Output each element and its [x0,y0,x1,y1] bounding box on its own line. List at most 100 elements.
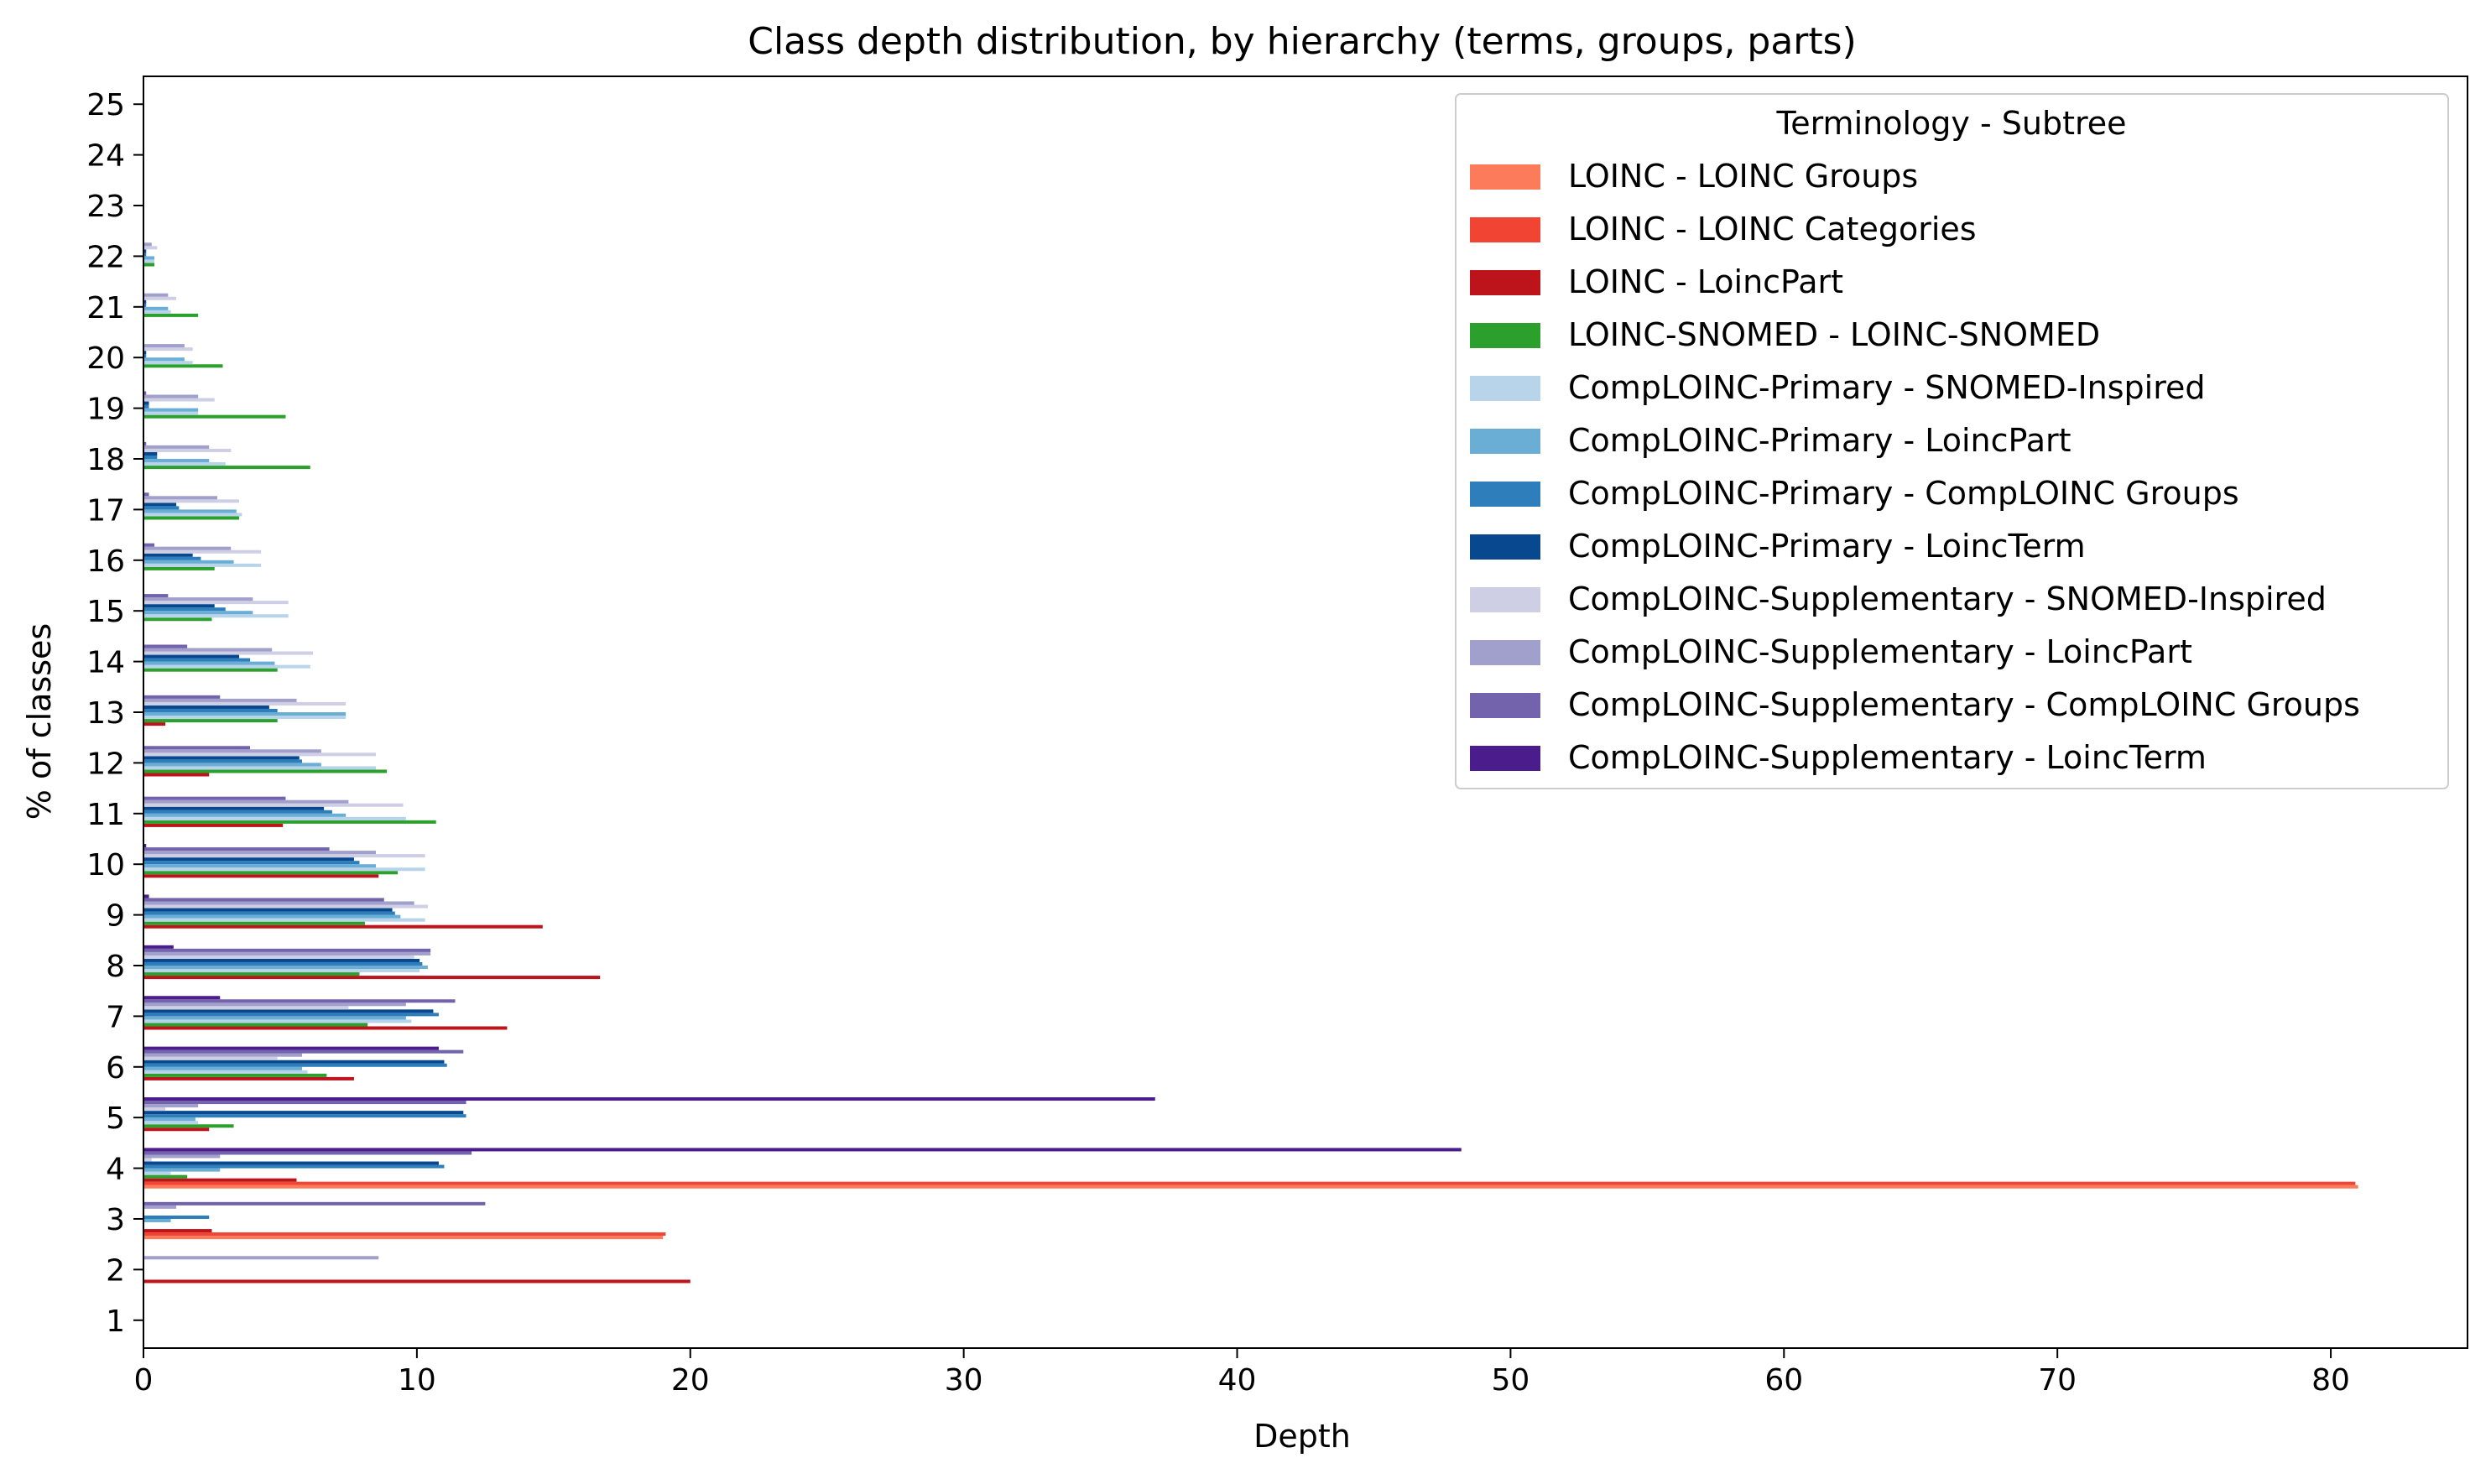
bar [143,1016,406,1020]
bar [143,644,188,648]
bar [143,1215,210,1219]
bar [143,708,278,712]
bar [143,351,147,355]
y-tick-label: 24 [86,139,125,174]
bar [143,1107,166,1112]
bar [143,1101,466,1105]
bar [143,1104,199,1108]
bar [143,1073,327,1077]
bar [143,256,155,260]
bar [143,749,321,753]
bar [143,563,262,567]
bar [143,1178,297,1182]
bar [143,948,431,952]
bar [143,601,289,605]
bar [143,810,332,814]
bar [143,364,223,368]
y-tick-label: 18 [86,443,125,477]
bar [143,459,210,463]
bar [143,901,414,905]
bar [143,816,406,820]
bar [143,759,303,763]
y-tick-label: 22 [86,240,125,274]
bar [143,898,384,902]
bar [143,999,456,1003]
bar [143,509,237,513]
bar [143,961,423,966]
bar [143,1151,472,1155]
legend-swatch [1470,482,1540,507]
bar [143,763,321,767]
x-tick-label: 60 [1764,1363,1803,1398]
bar [143,803,404,807]
bar [143,1053,303,1057]
bar [143,1185,2358,1189]
bar [143,1158,152,1162]
bar [143,996,221,1000]
bar [143,594,169,598]
legend-swatch [1470,270,1540,295]
bar [143,496,217,500]
legend-entry: CompLOINC-Primary - CompLOINC Groups [1568,475,2239,512]
bar [143,958,420,962]
bar [143,722,166,726]
bar [143,746,251,750]
bar [143,1171,171,1175]
bar [143,918,425,922]
legend-entry: LOINC - LoincPart [1568,263,1843,300]
bar [143,867,425,872]
bar [143,904,428,909]
bar [143,445,210,449]
bar [143,414,286,419]
bar [143,1013,439,1017]
y-tick-label: 14 [86,646,125,680]
x-tick-label: 20 [671,1363,710,1398]
bar [143,1026,508,1030]
bar [143,604,215,608]
legend-entry: LOINC-SNOMED - LOINC-SNOMED [1568,316,2100,353]
legend-swatch [1470,376,1540,401]
x-tick-label: 80 [2311,1363,2350,1398]
bar [143,549,262,554]
bar [143,1154,221,1159]
y-tick-label: 13 [86,696,125,731]
bar [143,451,158,456]
bar [143,543,155,547]
bar [143,1023,368,1027]
legend-box [1455,93,2449,789]
bar [143,411,199,415]
y-tick-label: 1 [106,1304,125,1339]
bar [143,1279,690,1284]
bar [143,813,347,817]
bar [143,1056,278,1060]
bar [143,1019,412,1023]
y-tick-label: 5 [106,1101,125,1136]
bar [143,513,242,517]
bar [143,246,158,250]
legend-swatch [1470,534,1540,560]
x-axis-label: Depth [1253,1418,1351,1455]
x-tick-label: 10 [398,1363,436,1398]
legend-swatch [1470,164,1540,190]
bars-layer [143,242,2358,1284]
legend-swatch [1470,640,1540,665]
bar [143,847,330,851]
bar [143,499,240,503]
legend-entry: CompLOINC-Primary - LoincPart [1568,422,2071,459]
bar [143,597,253,601]
bar [143,806,325,810]
series-7 [143,253,466,1219]
legend-entry: CompLOINC-Supplementary - SNOMED-Inspire… [1568,581,2327,617]
bar [143,1256,379,1260]
bar [143,969,420,973]
y-tick-label: 12 [86,747,125,781]
bar [143,546,232,550]
y-tick-label: 2 [106,1253,125,1288]
bar [143,310,171,314]
series-2 [143,1181,2356,1237]
bar [143,854,425,858]
bar [143,361,193,365]
bar [143,908,393,912]
bar [143,259,155,263]
